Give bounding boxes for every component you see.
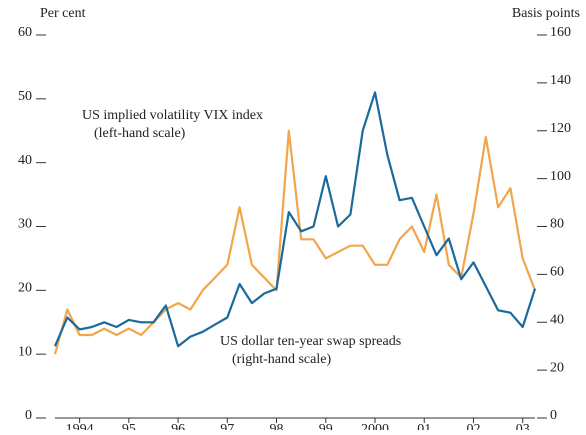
y-tick-label: 10 xyxy=(18,344,32,359)
y-tick-label: 30 xyxy=(18,217,32,232)
x-tick-label: 2000 xyxy=(361,422,389,430)
annotation: US dollar ten-year swap spreads xyxy=(220,334,401,349)
annotation: (right-hand scale) xyxy=(232,352,331,367)
x-tick-label: 02 xyxy=(466,422,480,430)
y-tick-label: 0 xyxy=(25,408,32,423)
y-tick-label: 60 xyxy=(18,25,32,40)
y2-tick-label: 80 xyxy=(550,217,564,232)
y-tick-label: 40 xyxy=(18,153,32,168)
y2-tick-label: 0 xyxy=(550,408,557,423)
y2-axis-label: Basis points xyxy=(512,6,580,21)
y2-tick-label: 120 xyxy=(550,121,571,136)
y-tick-label: 50 xyxy=(18,89,32,104)
series-line xyxy=(53,91,537,348)
x-tick-label: 96 xyxy=(171,422,185,430)
y-tick-label: 20 xyxy=(18,281,32,296)
y2-tick-label: 140 xyxy=(550,73,571,88)
y2-tick-label: 100 xyxy=(550,169,571,184)
annotation: US implied volatility VIX index xyxy=(82,108,263,123)
x-tick-label: 99 xyxy=(319,422,333,430)
x-tick-label: 03 xyxy=(516,422,530,430)
y2-tick-label: 20 xyxy=(550,360,564,375)
x-tick-label: 01 xyxy=(417,422,431,430)
x-tick-label: 98 xyxy=(270,422,284,430)
x-tick-label: 97 xyxy=(220,422,234,430)
y-axis-label: Per cent xyxy=(40,6,86,21)
series-line xyxy=(53,129,537,355)
y2-tick-label: 60 xyxy=(550,265,564,280)
y2-tick-label: 160 xyxy=(550,25,571,40)
annotation: (left-hand scale) xyxy=(94,126,186,141)
y2-tick-label: 40 xyxy=(550,312,564,327)
x-tick-label: 1994 xyxy=(66,422,94,430)
x-tick-label: 95 xyxy=(122,422,136,430)
